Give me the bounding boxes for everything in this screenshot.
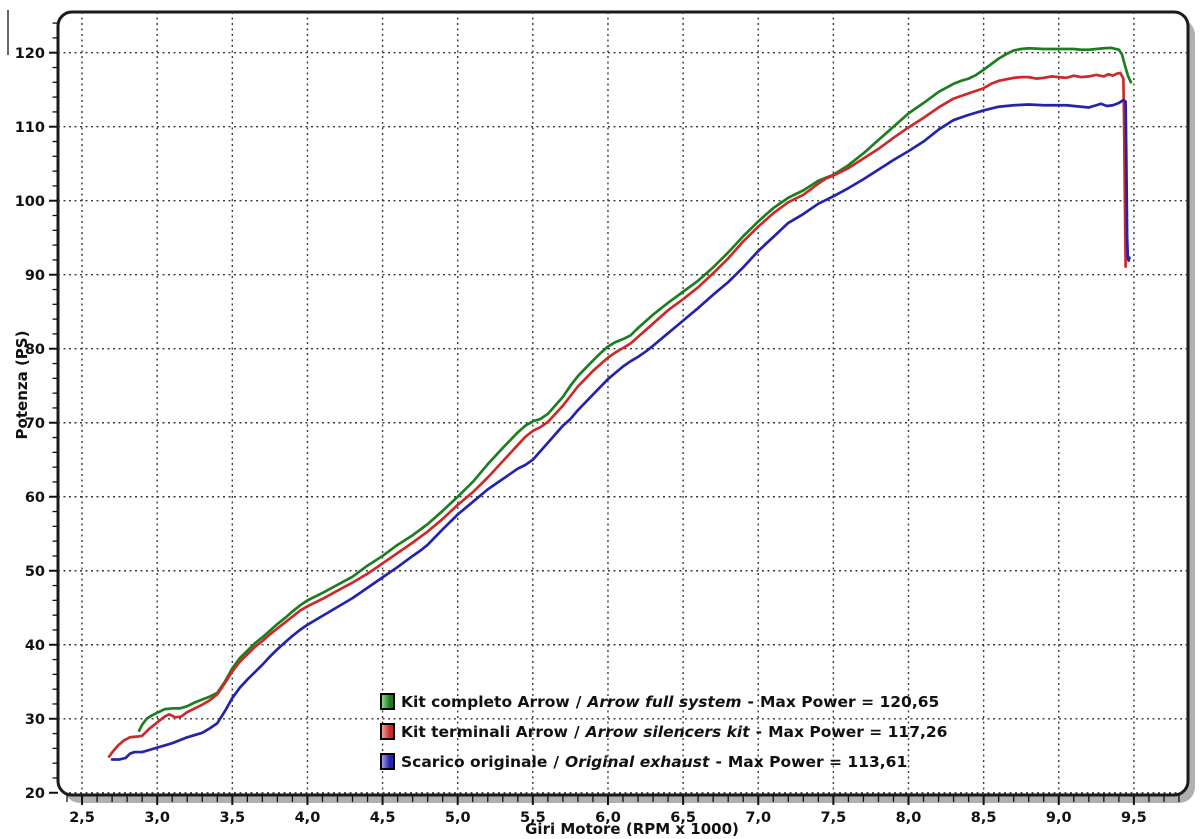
axis-ticks [49,22,1180,805]
legend-label-en: Original exhaust [565,752,710,771]
y-tick-label: 40 [25,638,45,654]
gridlines [58,12,1188,795]
left-edge-line [7,10,9,55]
legend-max-power: Max Power = 113,61 [727,752,908,771]
legend-label: Scarico originale [401,752,548,771]
x-tick-label: 2,5 [69,810,95,826]
legend-max-power: Max Power = 117,26 [768,722,948,741]
y-tick-label: 20 [25,786,45,802]
y-tick-label: 110 [15,120,45,136]
tick-labels: 2,5 3,0 3,5 4,0 4,5 5,0 5,5 6,0 6,5 7,0 7,5 8,0 8,5 9… [15,46,1147,826]
series-line-2 [110,98,1131,761]
legend-label: Kit completo Arrow [401,692,570,711]
x-tick-label: 7,5 [821,810,847,826]
y-tick-label: 50 [25,564,45,580]
x-tick-label: 4,5 [370,810,396,826]
legend-label: Kit terminali Arrow [401,722,568,741]
legend-label-en: Arrow silencers kit [585,722,750,741]
x-tick-label: 3,0 [144,810,170,826]
x-tick-label: 6,0 [595,810,621,826]
x-tick-label: 7,0 [745,810,771,826]
y-tick-label: 100 [15,194,45,210]
legend-label-en: Arrow full system [587,692,742,711]
x-tick-label: 9,0 [1046,810,1072,826]
y-tick-label: 70 [25,416,45,432]
legend-separator: / [573,722,580,741]
series-line-0 [137,46,1133,732]
y-tick-label: 30 [25,712,45,728]
legend-item-original-exhaust: Scarico originale / Original exhaust - M… [380,750,947,773]
chart-legend: Kit completo Arrow / Arrow full system -… [380,690,947,773]
x-tick-label: 8,5 [971,810,997,826]
legend-item-full-system: Kit completo Arrow / Arrow full system -… [380,690,947,713]
legend-swatch-green [380,693,395,710]
legend-dash: - [755,722,763,741]
y-axis-title: Potenza (PS) [13,330,31,440]
y-tick-label: 80 [25,342,45,358]
x-tick-label: 6,5 [670,810,696,826]
series [107,46,1133,761]
series-line-1 [107,71,1127,758]
legend-separator: / [575,692,582,711]
x-tick-label: 4,0 [295,810,321,826]
x-tick-label: 5,0 [445,810,471,826]
legend-swatch-blue [380,753,395,770]
y-tick-label: 60 [25,490,45,506]
legend-separator: / [553,752,560,771]
x-tick-label: 9,5 [1121,810,1147,826]
legend-dash: - [747,692,754,711]
x-tick-label: 3,5 [219,810,245,826]
legend-item-silencers-kit: Kit terminali Arrow / Arrow silencers ki… [380,720,947,743]
legend-swatch-red [380,723,395,740]
x-axis-title: Giri Motore (RPM x 1000) [525,820,739,838]
legend-dash: - [715,752,722,771]
x-tick-label: 8,0 [896,810,922,826]
legend-max-power: Max Power = 120,65 [759,692,940,711]
x-tick-label: 5,5 [520,810,546,826]
y-tick-label: 120 [15,46,45,62]
y-tick-label: 90 [25,268,45,284]
